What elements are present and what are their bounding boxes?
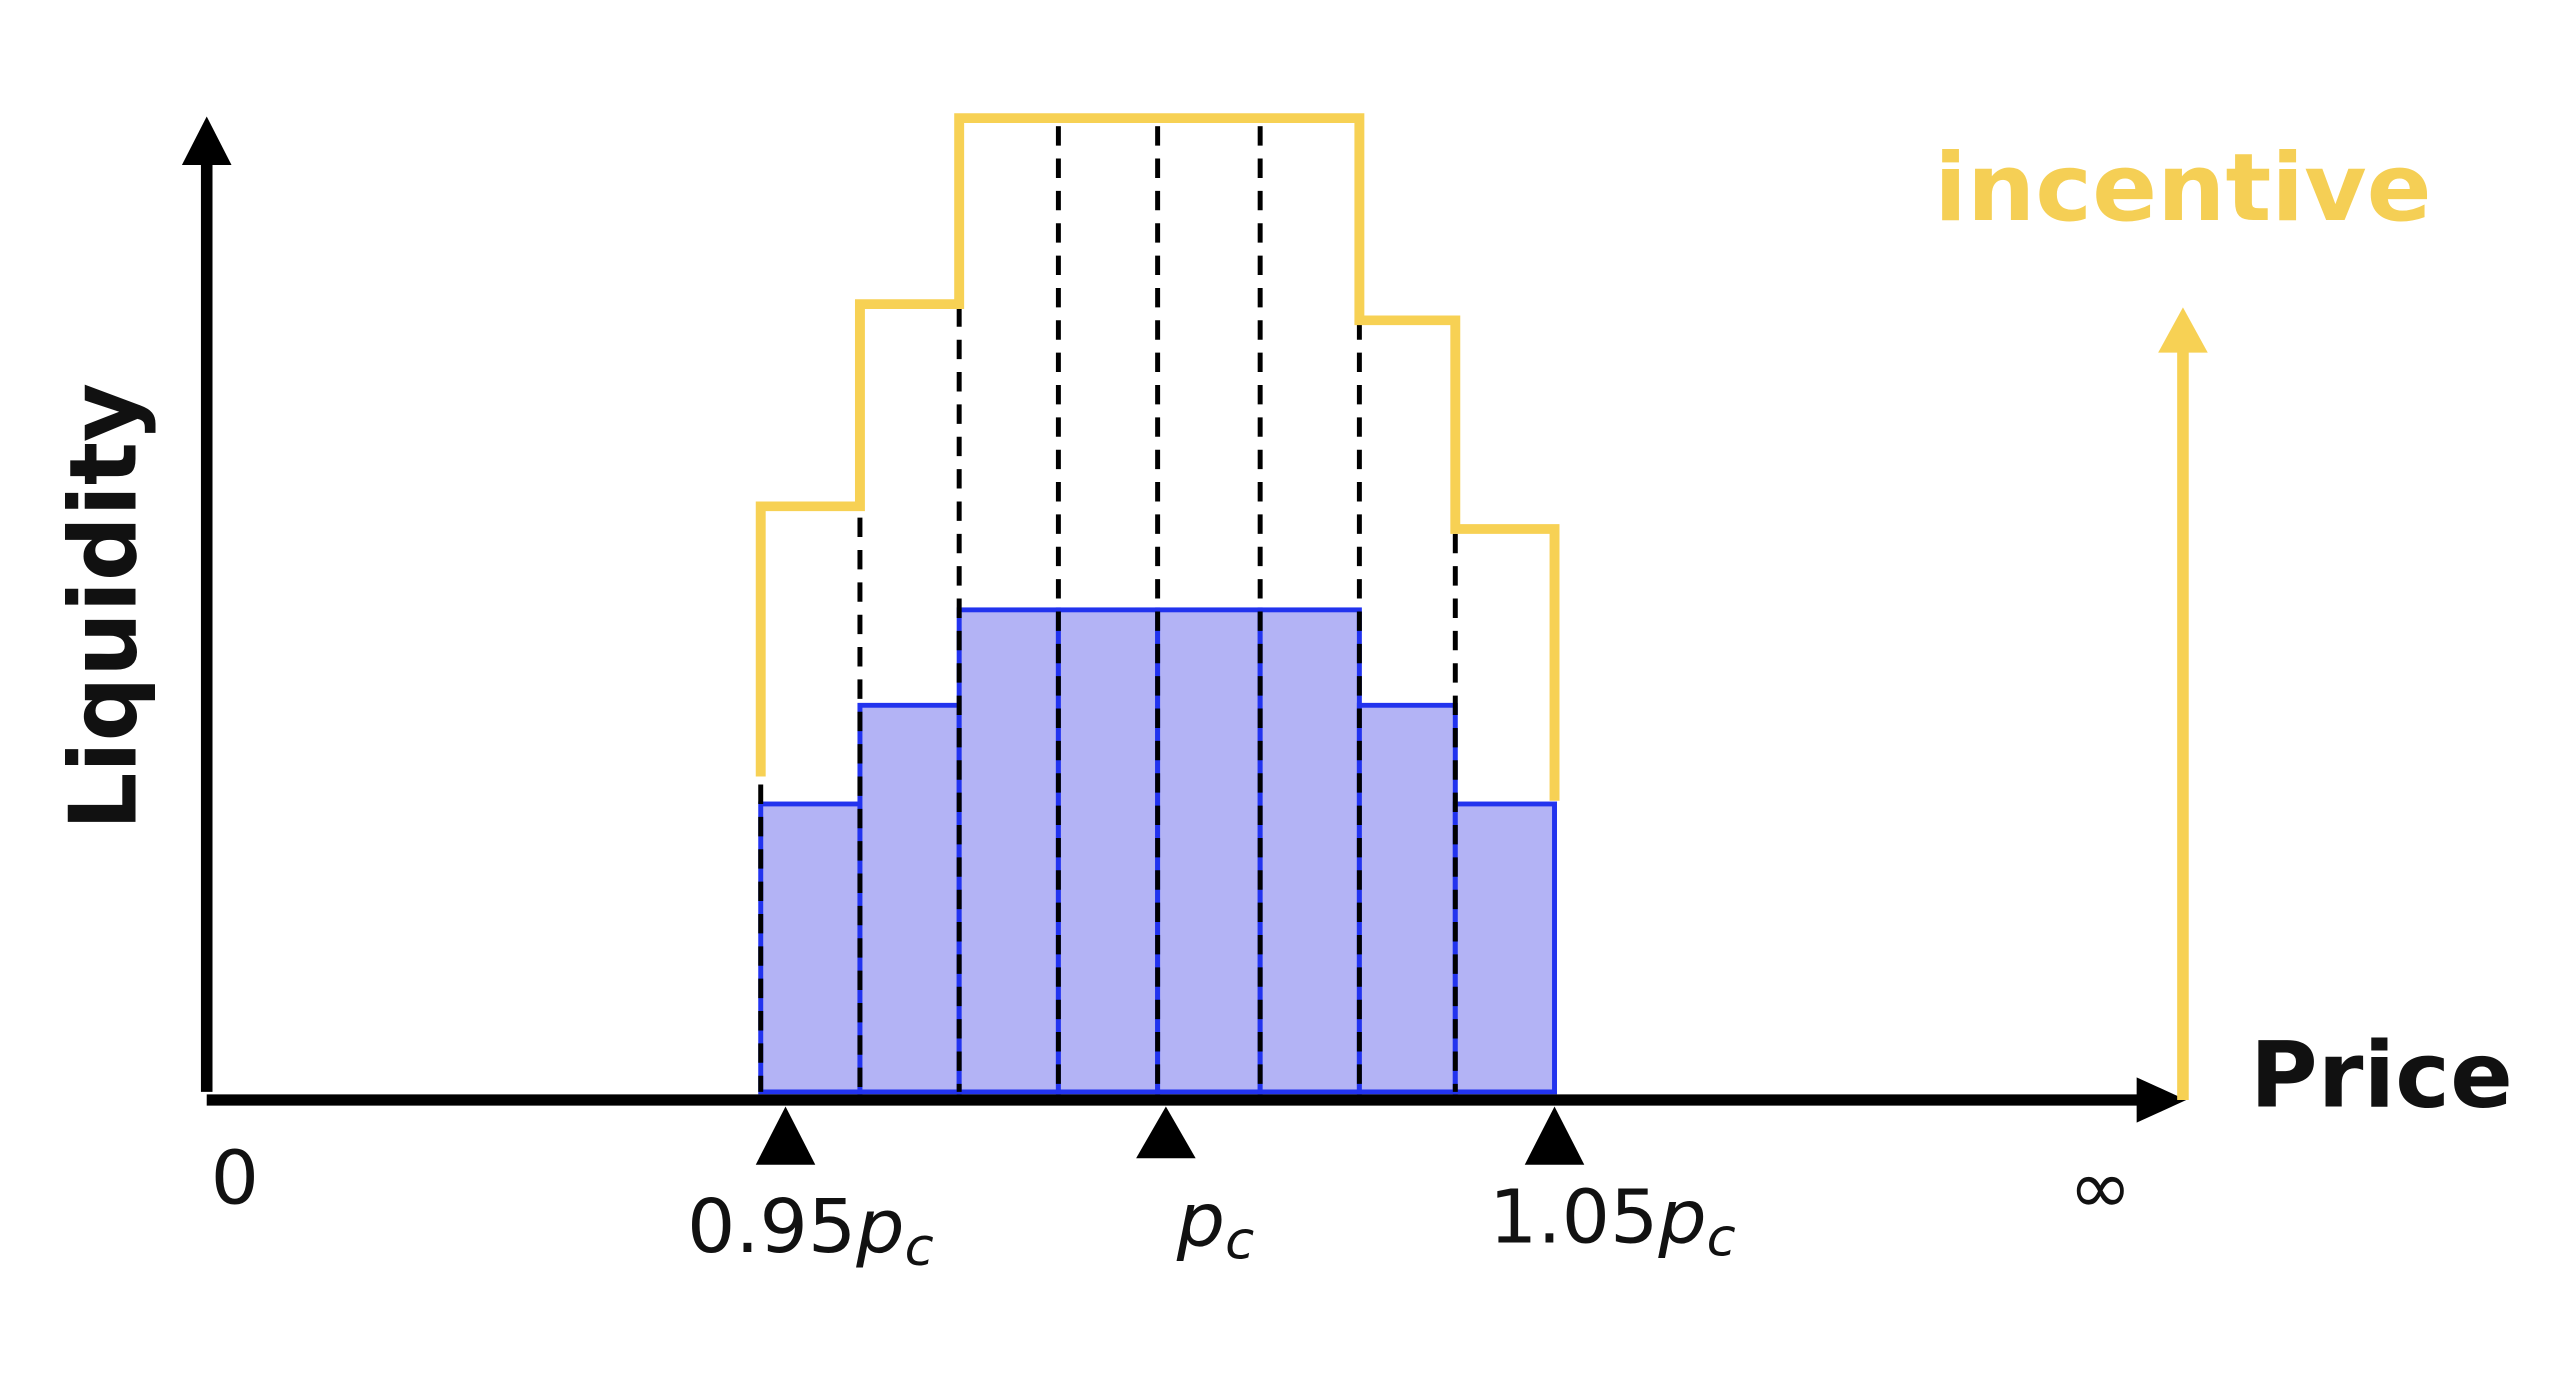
bar — [758, 801, 863, 1095]
x-axis-title: Price — [2250, 1022, 2513, 1128]
price-marker — [1524, 1106, 1585, 1165]
incentive-curve — [755, 113, 1560, 801]
liquidity-bars — [758, 607, 1558, 1095]
price-label: 0.95pc — [687, 1183, 934, 1278]
bar — [956, 607, 1061, 1095]
bar — [1356, 702, 1458, 1095]
price-marker — [1136, 1106, 1196, 1159]
price-label: pc — [1176, 1176, 1255, 1271]
price-text: 1.05 — [1489, 1173, 1658, 1260]
incentive-arrowhead — [2158, 307, 2208, 353]
price-text: 0.95 — [687, 1183, 856, 1270]
price-subscript: c — [1225, 1211, 1254, 1271]
bar — [1257, 607, 1362, 1095]
price-text: p — [1176, 1176, 1225, 1263]
bar — [857, 702, 962, 1095]
bar — [1055, 607, 1161, 1095]
x-arrowhead — [2136, 1077, 2187, 1123]
x-end-label: ∞ — [2069, 1144, 2132, 1231]
dashed-dividers — [758, 126, 1458, 1092]
incentive-label: incentive — [1934, 134, 2432, 243]
price-text: p — [855, 1183, 904, 1270]
price-label: 1.05pc — [1489, 1173, 1736, 1268]
x-start-label: 0 — [211, 1134, 259, 1221]
y-arrowhead — [181, 116, 232, 165]
bar — [1452, 801, 1558, 1095]
price-subscript: c — [1707, 1208, 1736, 1268]
price-text: p — [1657, 1173, 1706, 1260]
bar — [1155, 607, 1263, 1095]
price-marker — [755, 1106, 816, 1165]
price-subscript: c — [905, 1218, 934, 1278]
y-axis-title: Liquidity — [50, 383, 158, 830]
